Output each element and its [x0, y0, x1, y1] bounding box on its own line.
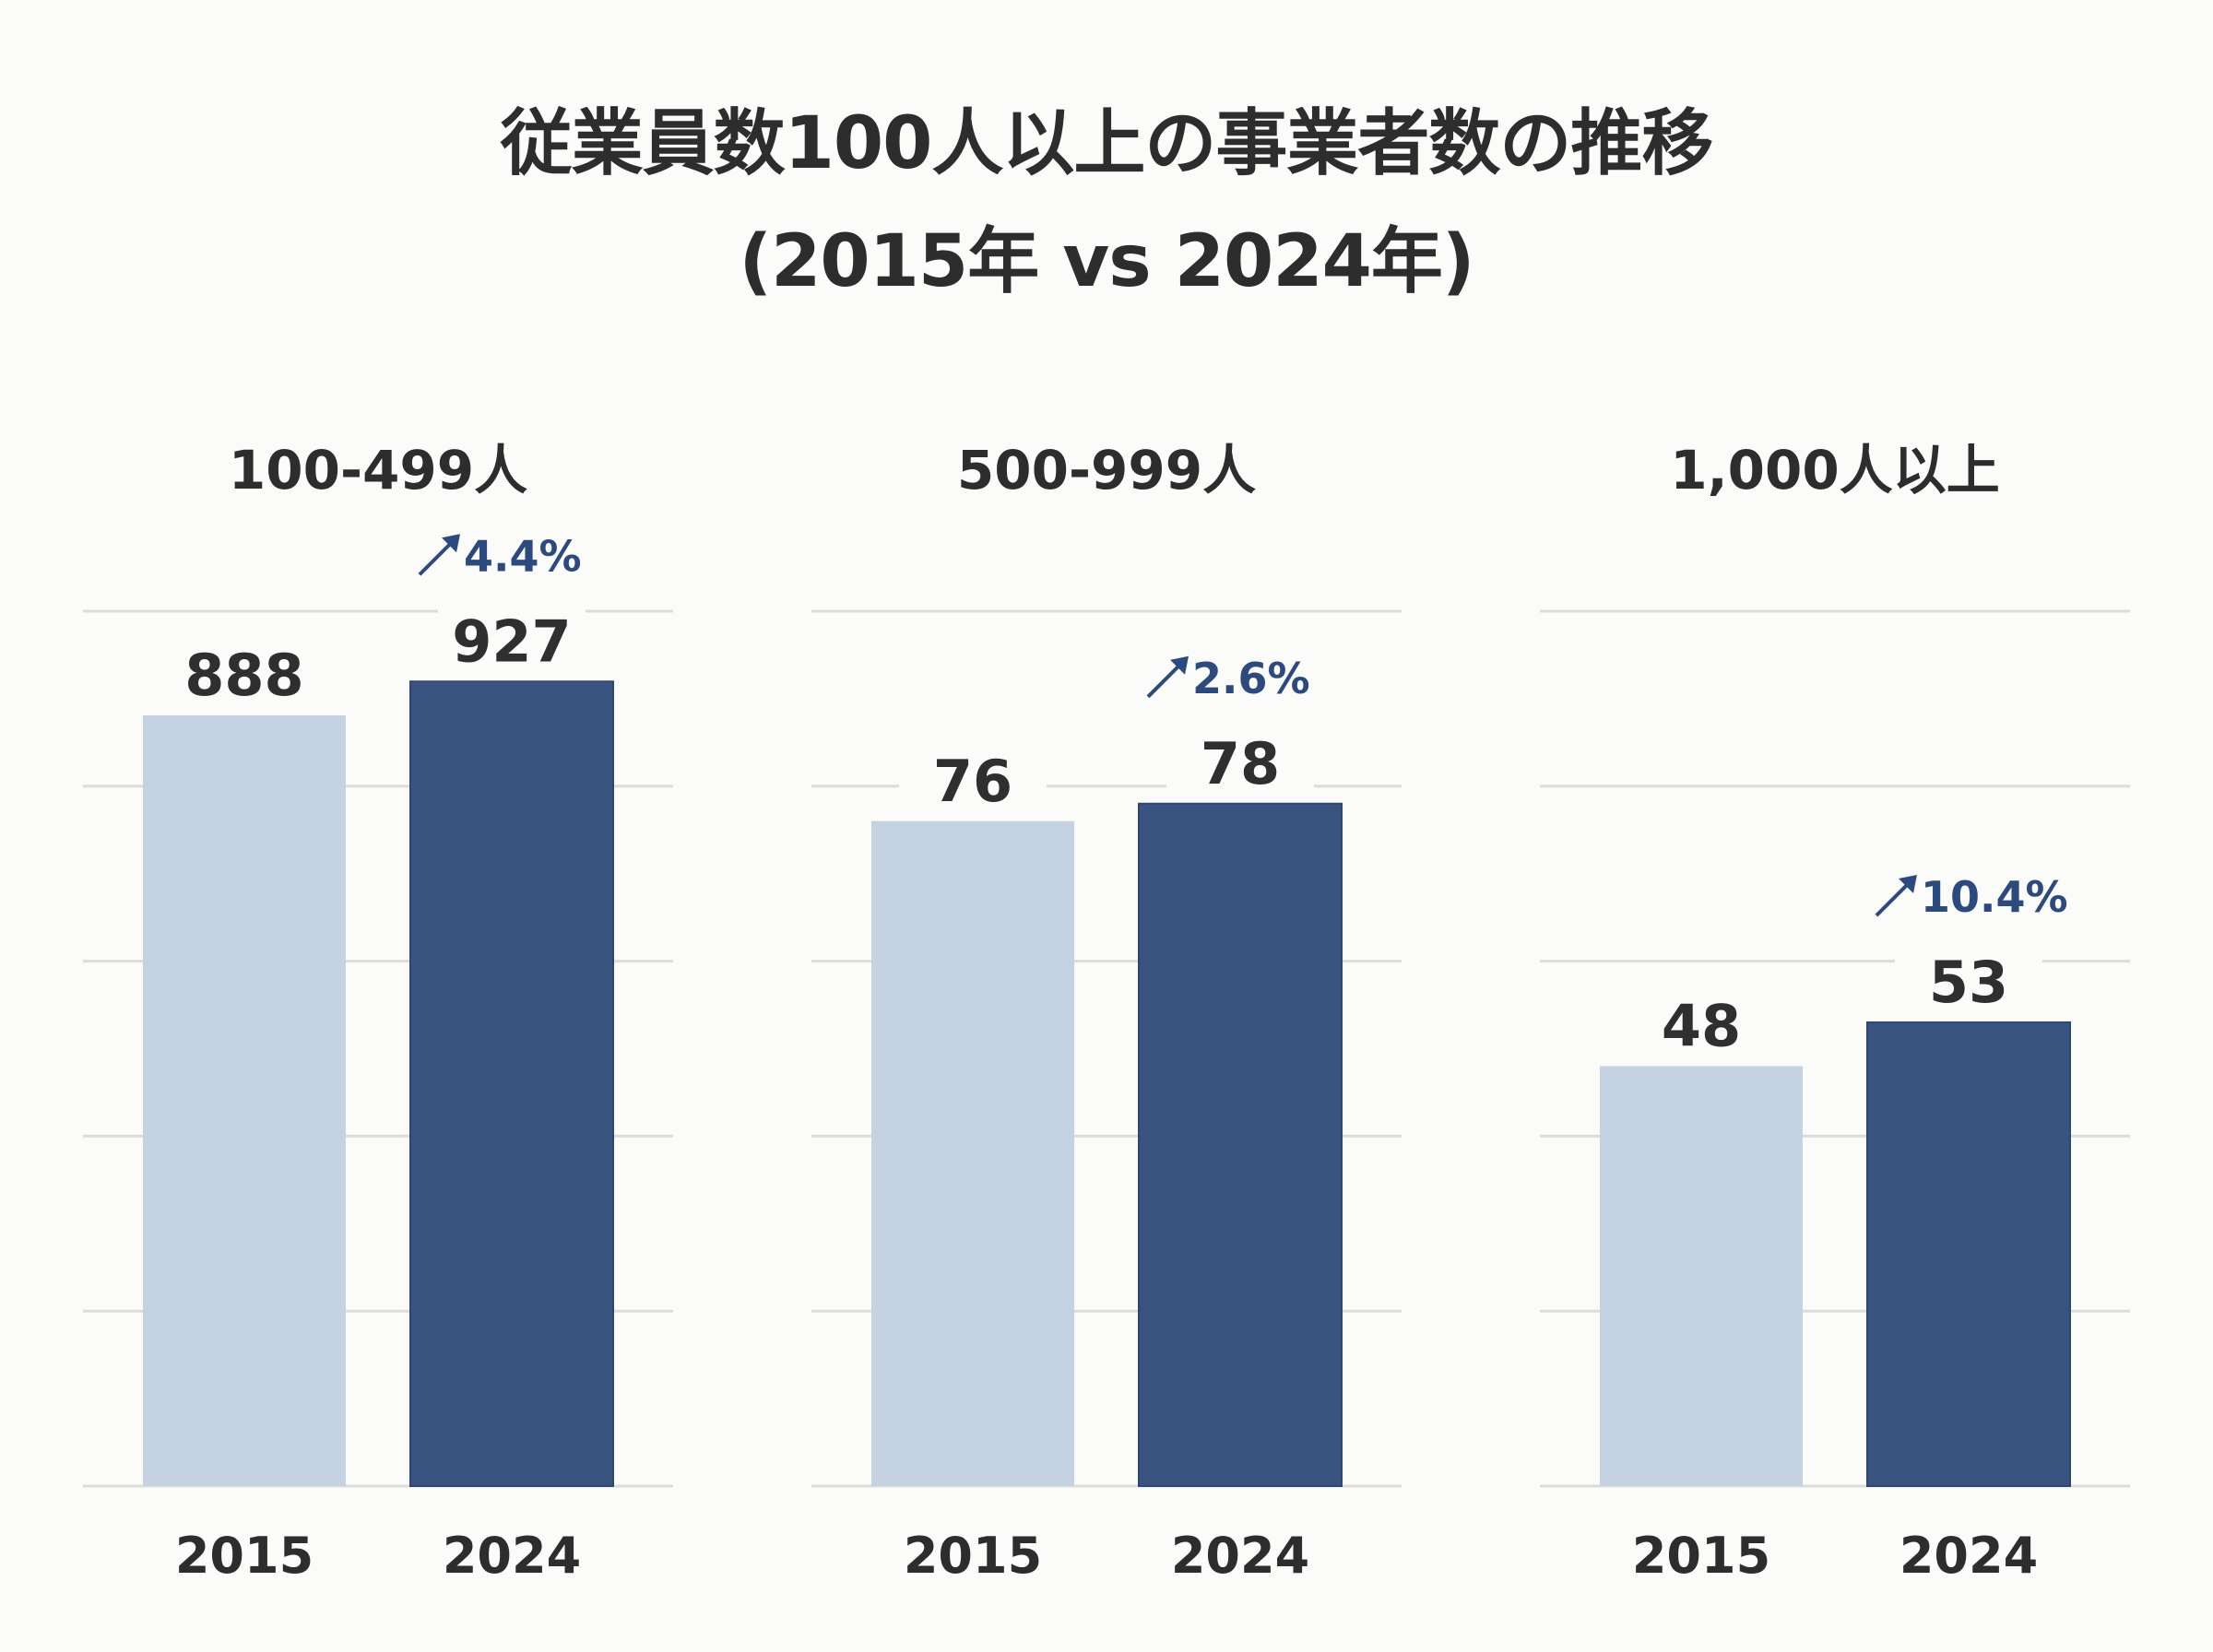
- value-label: 53: [1929, 949, 2008, 1016]
- label-background: [438, 609, 586, 675]
- bar-2024[interactable]: [1138, 802, 1343, 1487]
- panel-title: 1,000人以上: [1670, 439, 1999, 502]
- value-label: 888: [184, 642, 303, 709]
- chart-subtitle: (2015年 vs 2024年): [739, 220, 1474, 303]
- change-percent: 2.6%: [1192, 654, 1310, 703]
- change-annotation: 2.6%: [1146, 654, 1310, 703]
- x-tick-label: 2015: [904, 1527, 1042, 1585]
- arrow-head: [1899, 875, 1917, 894]
- value-label: 78: [1201, 730, 1280, 797]
- bar-2015[interactable]: [871, 820, 1074, 1486]
- change-annotation: 10.4%: [1875, 872, 2068, 922]
- value-label: 48: [1662, 992, 1741, 1059]
- bar-2015[interactable]: [1600, 1066, 1803, 1486]
- arrow-head: [1170, 655, 1189, 675]
- label-background: [1166, 731, 1314, 796]
- label-background: [1895, 950, 2042, 1016]
- x-tick-label: 2024: [1171, 1527, 1309, 1585]
- change-percent: 4.4%: [464, 531, 582, 581]
- x-tick-label: 2015: [175, 1527, 314, 1585]
- panel-2: 500-999人 76 2015 78 2024 2.6%: [811, 439, 1402, 1585]
- value-label: 76: [933, 748, 1012, 815]
- chart-title: 従業員数100人以上の事業者数の推移: [500, 102, 1714, 185]
- arrow-up-right-icon: [1146, 655, 1189, 699]
- label-background: [1627, 994, 1775, 1059]
- x-tick-label: 2015: [1632, 1527, 1770, 1585]
- bar-2024[interactable]: [1866, 1021, 2071, 1488]
- label-background: [899, 749, 1047, 814]
- panel-title: 500-999人: [957, 439, 1256, 502]
- value-label: 927: [452, 608, 571, 675]
- panel-title: 100-499人: [229, 439, 527, 502]
- change-percent: 10.4%: [1921, 872, 2068, 922]
- arrow-head: [442, 534, 460, 553]
- label-background: [171, 643, 318, 708]
- x-tick-label: 2024: [1899, 1527, 2038, 1585]
- x-tick-label: 2024: [443, 1527, 581, 1585]
- bar-2024[interactable]: [409, 680, 614, 1487]
- arrow-up-right-icon: [1875, 875, 1917, 917]
- arrow-up-right-icon: [418, 534, 460, 576]
- panel-3: 1,000人以上 48 2015 53 2024 10.4%: [1540, 439, 2130, 1585]
- bar-2015[interactable]: [143, 714, 346, 1486]
- change-annotation: 4.4%: [418, 531, 582, 581]
- panel-1: 100-499人 888 2015 927 2024 4.4%: [83, 439, 673, 1585]
